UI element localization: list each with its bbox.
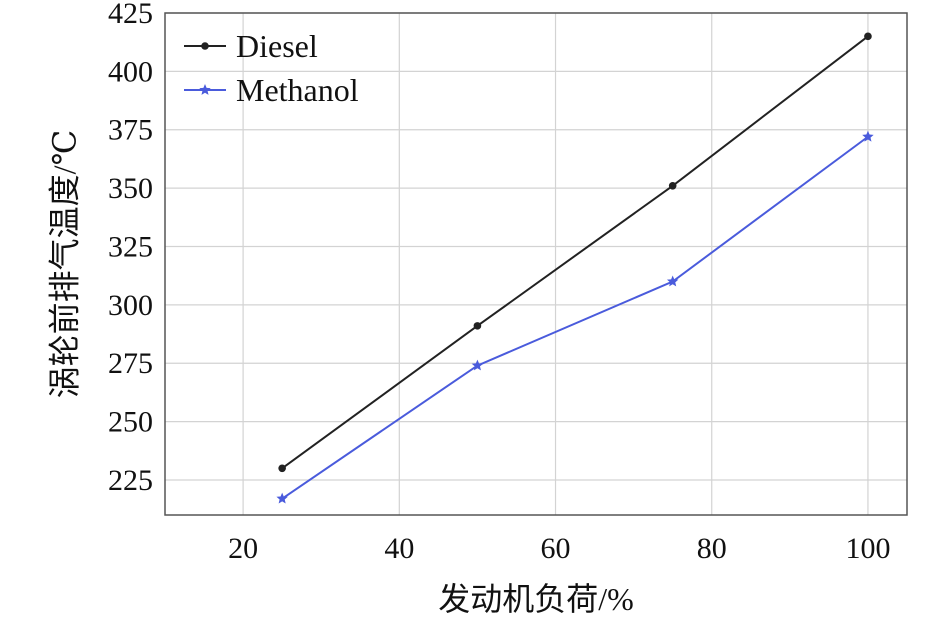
y-tick-label: 300 — [108, 289, 153, 322]
series-diesel — [278, 32, 872, 473]
legend-label-diesel: Diesel — [236, 28, 318, 64]
data-point-methanol — [471, 359, 484, 371]
x-tick-label: 20 — [228, 532, 258, 565]
y-tick-label: 250 — [108, 406, 153, 439]
legend-label-methanol: Methanol — [236, 72, 359, 108]
series-line-diesel — [281, 35, 869, 470]
x-tick-label: 60 — [541, 532, 571, 565]
x-tick-label: 100 — [845, 532, 890, 565]
y-axis-title: 涡轮前排气温度/℃ — [46, 130, 82, 399]
data-point-diesel — [473, 322, 482, 330]
legend: Diesel Methanol — [184, 28, 359, 108]
data-point-methanol — [276, 492, 288, 504]
series-methanol — [276, 130, 874, 504]
y-tick-label: 225 — [108, 464, 153, 497]
y-tick-label: 375 — [108, 114, 153, 147]
series-layer — [276, 32, 874, 504]
data-point-methanol — [862, 130, 874, 142]
legend-marker-methanol — [199, 84, 211, 95]
x-axis-title: 发动机负荷/% — [438, 581, 634, 617]
y-tick-label: 275 — [108, 347, 153, 380]
series-line-methanol — [281, 135, 869, 500]
data-point-diesel — [864, 32, 872, 41]
y-tick-label: 425 — [108, 0, 153, 30]
data-point-diesel — [278, 464, 286, 473]
data-point-diesel — [668, 181, 677, 190]
legend-item-methanol: Methanol — [184, 72, 359, 108]
legend-item-diesel: Diesel — [184, 28, 318, 64]
plot-frame — [164, 12, 908, 516]
tick-labels: 20 40 60 80 100 225 250 275 300 325 350 375 400 425 — [108, 0, 890, 565]
y-tick-label: 325 — [108, 230, 153, 263]
x-tick-label: 40 — [384, 532, 414, 565]
legend-marker-diesel — [201, 42, 209, 50]
y-tick-label: 400 — [108, 55, 153, 88]
data-point-methanol — [666, 275, 679, 287]
x-tick-label: 80 — [697, 532, 727, 565]
y-tick-label: 350 — [108, 172, 153, 205]
